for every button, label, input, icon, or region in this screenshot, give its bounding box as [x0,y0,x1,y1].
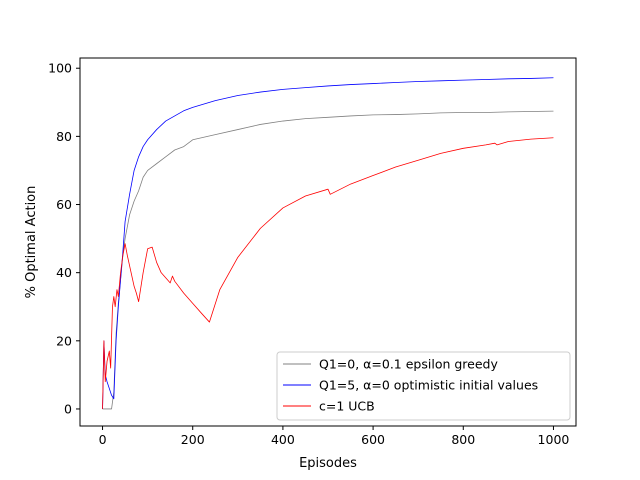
series-line-ucb [102,137,554,409]
legend-label-optimistic: Q1=5, α=0 optimistic initial values [319,378,538,393]
legend-label-ucb: c=1 UCB [319,399,375,414]
y-tick-label: 100 [48,61,72,76]
legend: Q1=0, α=0.1 epsilon greedy Q1=5, α=0 opt… [276,351,571,421]
legend-label-epsilon-greedy: Q1=0, α=0.1 epsilon greedy [319,357,498,372]
series-layer [102,77,554,410]
x-tick-label: 0 [99,432,107,447]
y-axis-label: % Optimal Action [24,186,39,299]
legend-box [276,351,571,421]
plot-frame [79,57,577,427]
y-tick-label: 40 [56,265,72,280]
x-tick-label: 200 [181,432,205,447]
x-tick-label: 1000 [538,432,570,447]
x-tick-label: 600 [361,432,385,447]
x-tick-label: 800 [451,432,475,447]
y-tick-label: 0 [64,401,72,416]
y-tick-label: 80 [56,129,72,144]
x-tick-label: 400 [271,432,295,447]
x-axis: 0 200 400 600 800 1000 [99,426,570,447]
x-axis-label: Episodes [299,456,357,471]
y-tick-label: 20 [56,333,72,348]
series-line-optimistic [102,77,554,409]
y-axis: 0 20 40 60 80 100 [48,61,80,416]
y-tick-label: 60 [56,197,72,212]
